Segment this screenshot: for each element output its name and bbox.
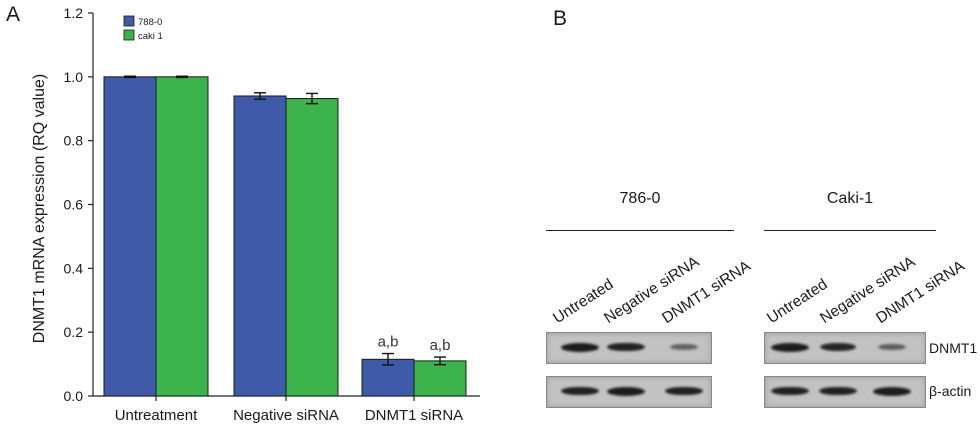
actin-band [819,386,857,396]
y-tick-label: 1.0 [64,69,84,85]
significance-label: a,b [430,337,451,354]
y-axis-title: DNMT1 mRNA expression (RQ value) [31,74,48,343]
row-label-beta-actin: β-actin [929,383,972,399]
actin-band [607,386,645,396]
bar [103,76,157,397]
dnmt1-band [877,344,907,350]
y-tick-label: 0.4 [64,260,84,276]
y-tick-label: 0.6 [64,197,84,213]
bar [285,98,339,397]
dnmt1-band [607,342,645,352]
y-tick-label: 0.8 [64,133,84,149]
group-rule-caki-1 [764,230,936,231]
dnmt1-band [771,342,809,352]
row-label-dnmt1: DNMT1 [929,340,978,356]
dnmt1-band [670,344,698,350]
actin-band [561,386,599,396]
x-tick-label: Untreatment [115,407,198,424]
x-tick-label: Negative siRNA [233,407,339,424]
bar [233,95,287,397]
group-label-caki-1: Caki-1 [826,190,874,207]
dnmt1-band [819,342,857,352]
actin-band [665,386,703,396]
legend-swatch [123,15,135,27]
legend-label: 788-0 [138,17,162,28]
dnmt1-band [561,342,599,352]
lane-label-caki-1-negative: Negative siRNA [817,253,919,328]
group-label-786-0: 786-0 [619,190,661,207]
x-tick-label: DNMT1 siRNA [365,407,463,424]
panel-a-letter: A [6,3,21,26]
group-rule-786-0 [546,230,734,231]
y-tick-label: 0.2 [64,324,84,340]
bar [413,360,467,397]
actin-band [771,386,809,396]
bar [361,358,415,397]
legend-swatch [123,29,135,41]
bar-chart: 0.0 0.2 0.4 0.6 0.8 1.0 1.2 DNMT1 mRNA expressi… [31,5,480,424]
bar [155,76,209,397]
y-tick-label: 1.2 [64,5,84,21]
significance-label: a,b [378,334,399,351]
y-tick-label: 0.0 [64,388,84,404]
legend-label: caki 1 [138,31,163,42]
panel-b-letter: B [553,7,568,30]
actin-band [873,386,911,396]
